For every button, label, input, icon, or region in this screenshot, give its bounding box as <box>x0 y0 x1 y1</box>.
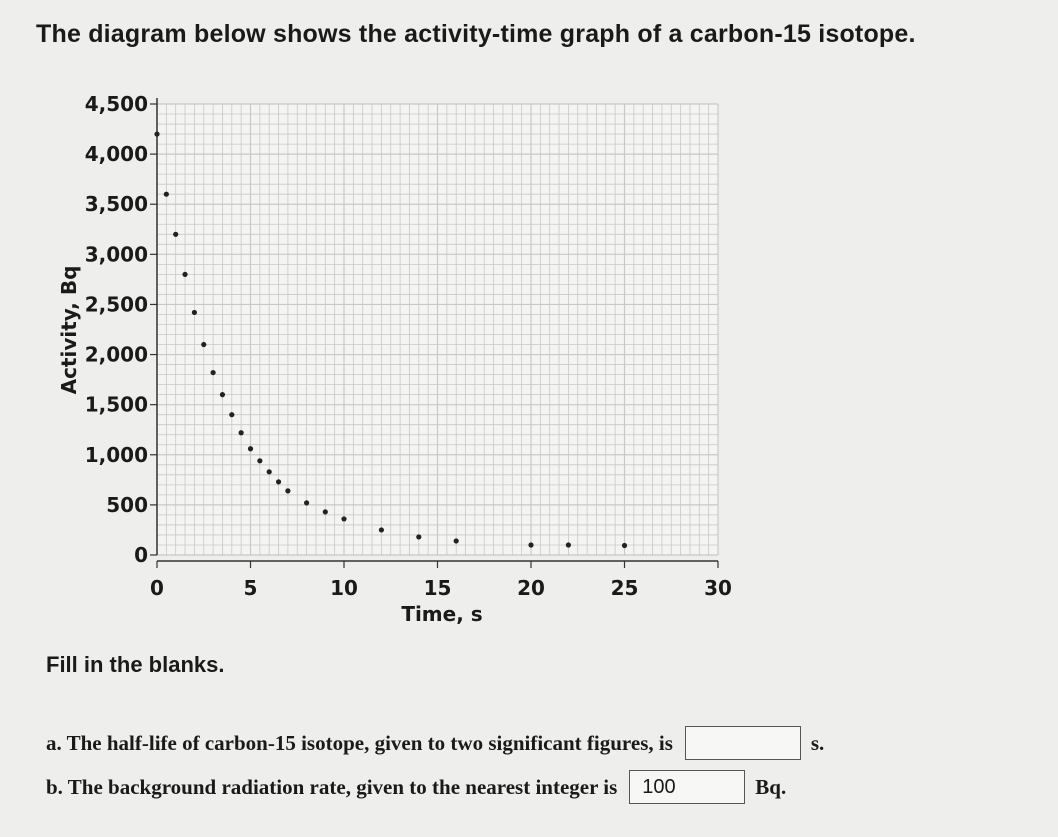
chart-points <box>154 131 628 549</box>
data-point <box>266 469 272 475</box>
data-point <box>191 309 197 316</box>
data-point <box>201 341 207 348</box>
question-b-unit: Bq. <box>755 774 787 799</box>
data-point <box>275 479 282 485</box>
x-tick-label: 25 <box>611 576 639 600</box>
x-tick-label: 0 <box>150 576 164 600</box>
data-point <box>173 231 179 237</box>
activity-time-chart: 0 500 1,000 1,500 2,000 2,500 3,000 3,500 4,000 4… <box>57 92 732 626</box>
data-point <box>210 369 216 376</box>
question-a-text: a. The half-life of carbon-15 isotope, g… <box>46 730 673 755</box>
x-tick-label: 20 <box>517 576 545 600</box>
y-tick-label: 0 <box>134 543 148 567</box>
data-point <box>163 191 169 197</box>
fill-in-heading: Fill in the blanks. <box>46 652 225 677</box>
y-tick-label: 2,000 <box>85 343 148 367</box>
question-b: b. The background radiation rate, given … <box>46 770 786 804</box>
data-point <box>453 538 459 544</box>
x-tick-label: 15 <box>424 576 452 600</box>
x-tick-label: 30 <box>704 576 732 600</box>
half-life-answer-box[interactable] <box>684 726 801 760</box>
data-point <box>229 412 235 418</box>
y-tick-label: 1,000 <box>85 443 148 467</box>
y-tick-label: 2,500 <box>85 292 148 316</box>
x-tick-label: 10 <box>330 576 358 600</box>
data-point <box>238 430 244 436</box>
data-point <box>528 542 534 548</box>
data-point <box>304 500 310 506</box>
y-axis-label: Activity, Bq <box>57 266 81 395</box>
data-point <box>257 458 263 464</box>
data-point <box>416 534 422 540</box>
background-rate-answer-box[interactable]: 100 <box>629 770 746 804</box>
data-point <box>285 488 291 494</box>
data-point <box>322 509 328 515</box>
y-tick-label: 1,500 <box>85 393 148 417</box>
question-b-text: b. The background radiation rate, given … <box>46 774 618 799</box>
y-tick-label: 4,500 <box>85 92 148 116</box>
chart-grid <box>156 103 719 556</box>
question-a-unit: s. <box>810 730 825 755</box>
chart-tick-labels: 0 500 1,000 1,500 2,000 2,500 3,000 3,500 4,000 4… <box>85 92 732 600</box>
chart-svg: 0 500 1,000 1,500 2,000 2,500 3,000 3,500 4,000 4… <box>57 92 732 626</box>
y-tick-label: 3,500 <box>85 192 148 216</box>
y-tick-label: 3,000 <box>85 242 148 266</box>
data-point <box>341 516 347 522</box>
intro-text: The diagram below shows the activity-tim… <box>36 20 916 48</box>
data-point <box>247 446 254 452</box>
data-point <box>219 392 226 398</box>
data-point <box>182 271 188 277</box>
data-point <box>565 542 572 548</box>
y-tick-label: 500 <box>106 493 148 517</box>
y-tick-label: 4,000 <box>85 142 148 166</box>
question-a: a. The half-life of carbon-15 isotope, g… <box>46 726 824 760</box>
x-tick-label: 5 <box>244 576 258 600</box>
data-point <box>378 527 384 533</box>
x-axis-label: Time, s <box>401 602 482 626</box>
data-point <box>621 542 628 549</box>
data-point <box>154 131 160 137</box>
